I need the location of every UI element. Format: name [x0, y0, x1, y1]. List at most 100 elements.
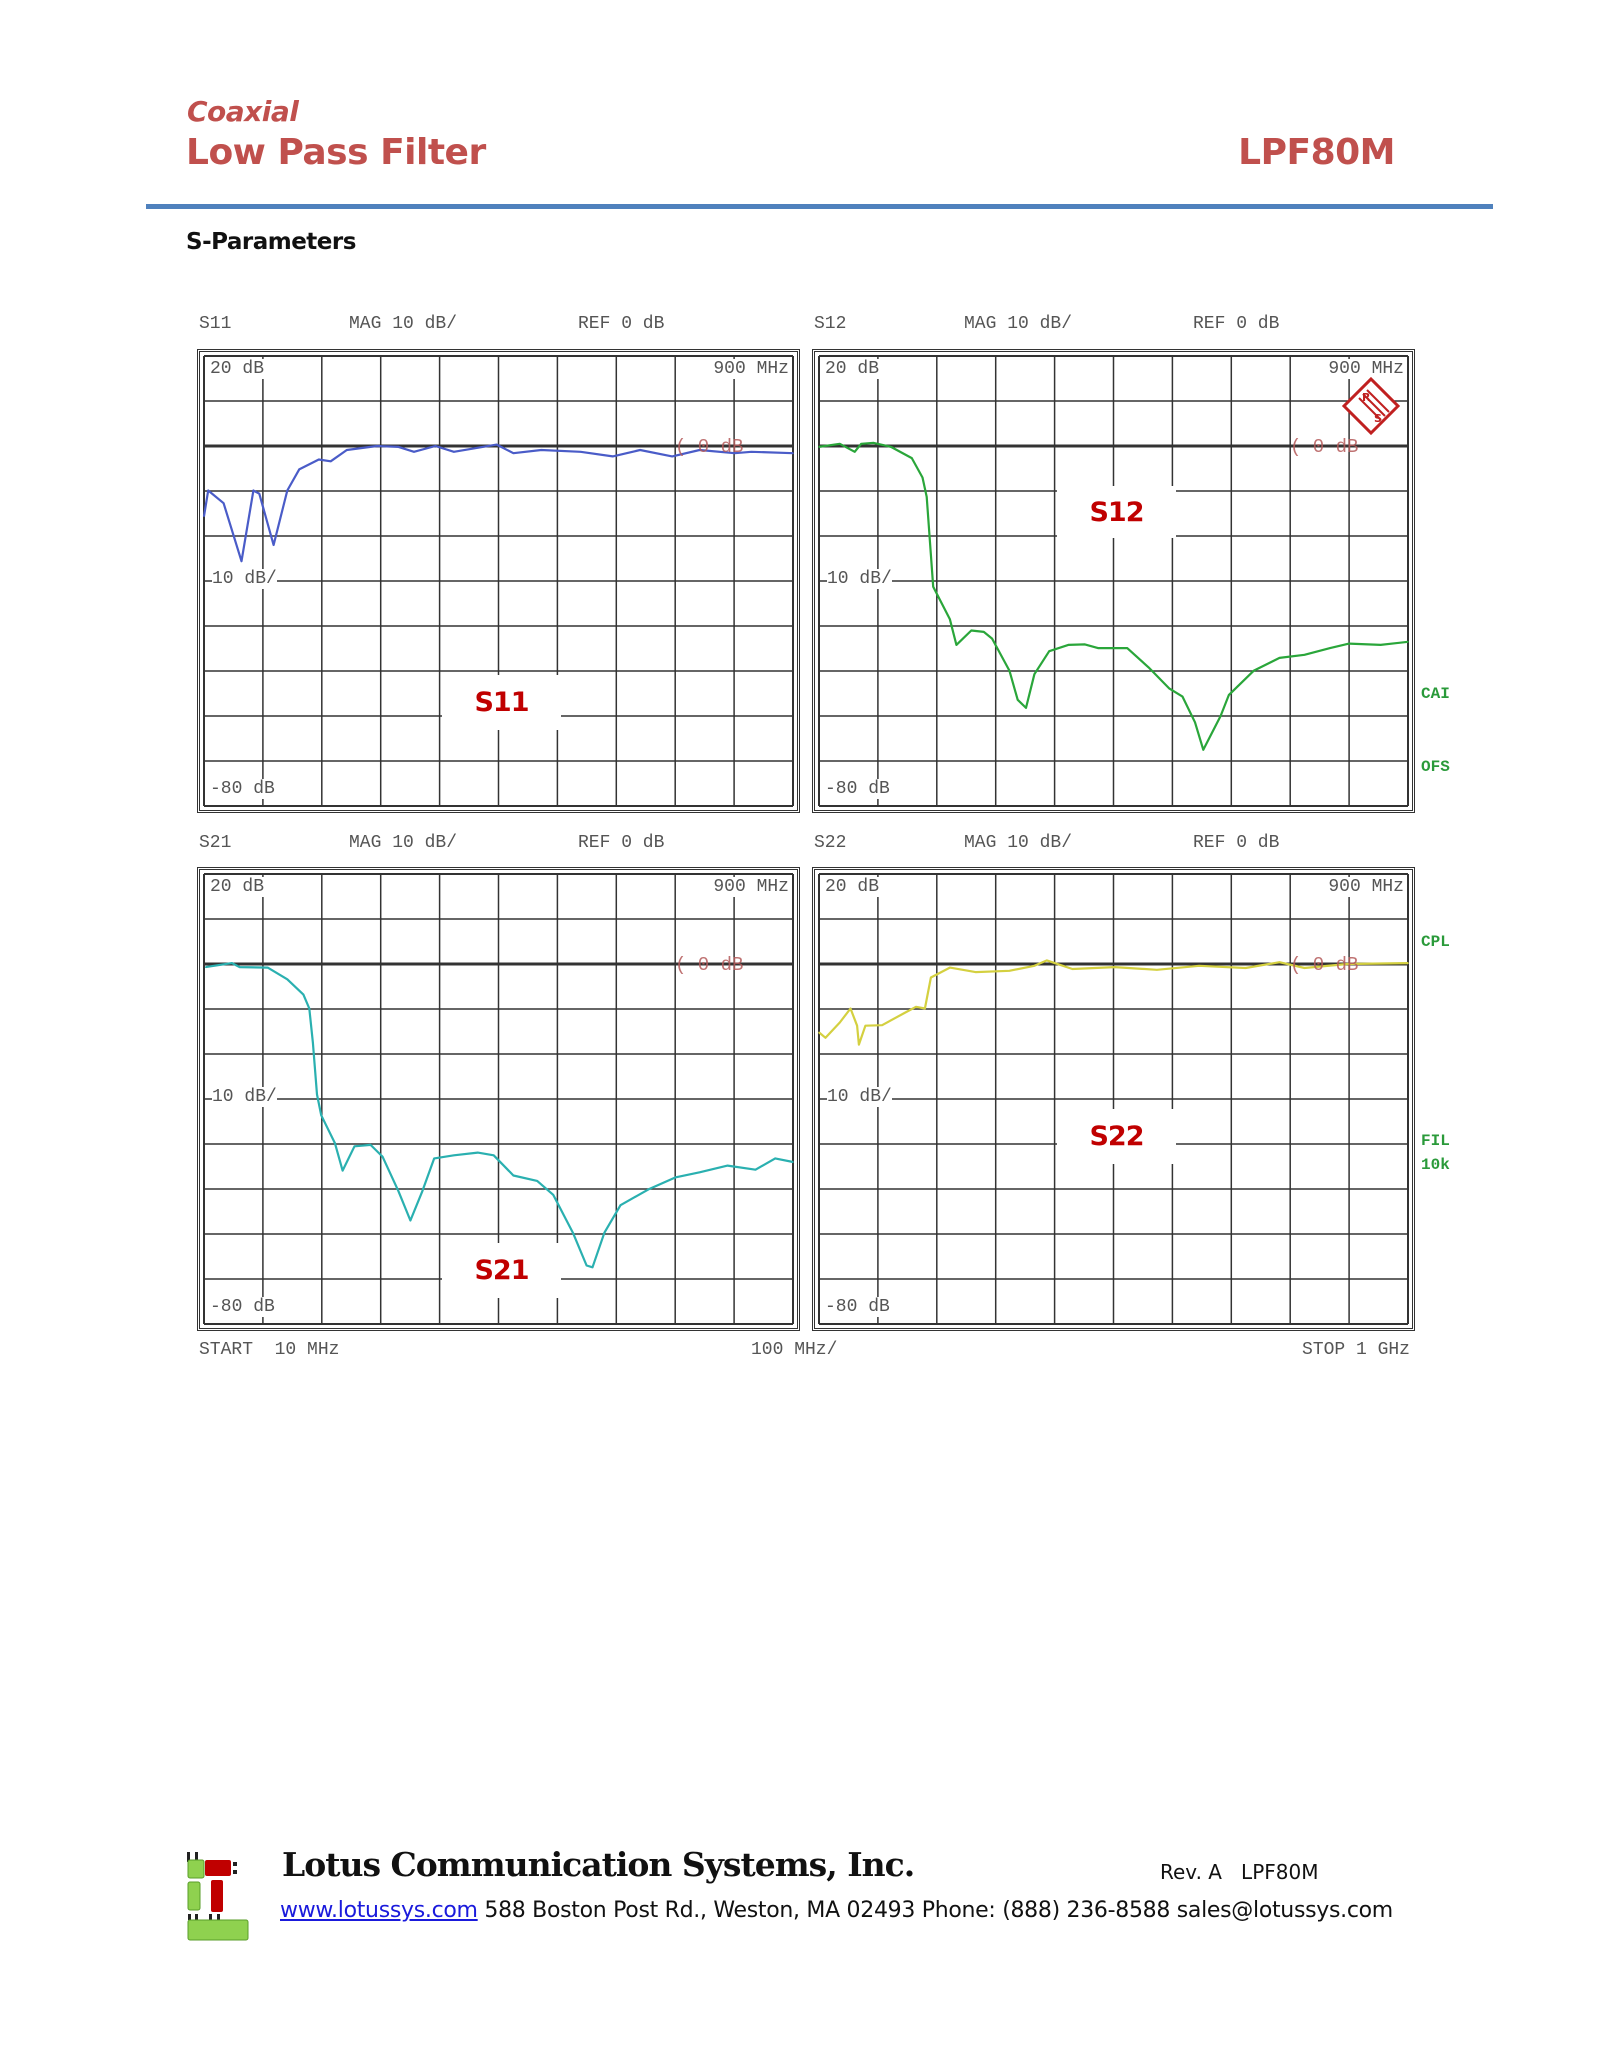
data-point: [512, 1174, 515, 1177]
data-point: [369, 1144, 372, 1146]
data-point: [1008, 669, 1011, 672]
page-title: Low Pass Filter: [186, 132, 486, 173]
data-point: [453, 451, 455, 453]
data-point: [925, 496, 928, 498]
ref-label: REF 0 dB: [578, 833, 665, 853]
data-point: [818, 1031, 820, 1034]
data-point: [231, 962, 233, 964]
chart-s22: 20 dB 900 MHz 10 dB/ -80 dB ( 0 dB S22: [812, 867, 1415, 1331]
data-point: [824, 1037, 827, 1039]
data-point: [726, 1164, 729, 1167]
reference-marker: ( 0 dB: [675, 954, 744, 976]
data-point: [1113, 966, 1116, 968]
header-divider: [146, 204, 1493, 209]
bottom-scale-label: -80 dB: [825, 1297, 890, 1317]
website-link[interactable]: www.lotussys.com: [280, 1898, 478, 1923]
data-point: [671, 455, 674, 458]
stop-frequency: STOP 1 GHz: [1301, 1340, 1410, 1360]
data-point: [750, 451, 753, 453]
data-point: [397, 1190, 400, 1193]
data-point: [1407, 962, 1409, 964]
data-point: [853, 451, 856, 453]
data-point: [409, 1219, 412, 1222]
data-point: [1194, 721, 1196, 724]
data-point: [915, 1005, 917, 1008]
data-point: [536, 1180, 538, 1182]
param-label: S11: [199, 314, 232, 334]
data-point: [433, 1157, 436, 1160]
data-point: [619, 1204, 622, 1206]
data-point: [334, 1142, 336, 1144]
data-point: [603, 1231, 606, 1234]
data-point: [792, 1161, 794, 1163]
data-point: [991, 637, 993, 640]
data-point: [495, 443, 498, 446]
data-point: [318, 458, 320, 461]
scale-per-div: 10 dB/: [212, 1087, 277, 1107]
marker-frequency: 900 MHz: [1328, 877, 1404, 897]
data-point: [258, 492, 261, 495]
mag-label: MAG 10 dB/: [349, 833, 458, 853]
side-label-fil: FIL: [1421, 1132, 1450, 1150]
data-point: [1348, 642, 1350, 645]
data-point: [1016, 699, 1019, 701]
data-point: [1379, 644, 1382, 646]
data-point: [376, 445, 378, 447]
data-point: [930, 554, 932, 556]
marker-frequency: 900 MHz: [713, 877, 789, 897]
data-point: [881, 1024, 883, 1026]
trace-s22: [818, 959, 1409, 1046]
data-point: [921, 476, 924, 479]
top-scale-label: 20 dB: [210, 359, 265, 379]
bottom-scale-label: -80 dB: [825, 779, 890, 799]
data-point: [839, 442, 841, 445]
data-point: [911, 457, 913, 459]
data-point: [1407, 640, 1409, 643]
trace-label: S21: [442, 1243, 561, 1298]
data-point: [818, 446, 820, 448]
data-point: [1219, 715, 1222, 717]
data-point: [552, 1194, 555, 1196]
data-point: [872, 442, 875, 444]
data-point: [266, 966, 269, 969]
data-point: [1033, 673, 1036, 675]
data-point: [1033, 965, 1036, 967]
data-point: [585, 1264, 588, 1267]
data-point: [1198, 965, 1200, 967]
top-scale-label: 20 dB: [825, 877, 880, 897]
revision-label: Rev. A LPF80M: [1160, 1860, 1319, 1884]
data-point: [1097, 647, 1099, 649]
data-point: [320, 1114, 323, 1116]
data-point: [698, 1171, 701, 1174]
data-point: [949, 618, 951, 621]
data-point: [849, 1007, 852, 1010]
trace-label: S11: [442, 675, 561, 730]
data-point: [1048, 650, 1051, 652]
svg-text:S: S: [1374, 412, 1382, 425]
rohde-schwarz-logo-icon: R S: [1341, 376, 1401, 436]
section-title: S-Parameters: [186, 229, 356, 255]
data-point: [1253, 669, 1255, 672]
data-point: [1278, 657, 1281, 659]
data-point: [858, 1043, 860, 1046]
data-point: [1147, 666, 1150, 669]
data-point: [974, 971, 977, 973]
data-point: [345, 449, 348, 451]
data-point: [1181, 695, 1184, 698]
data-point: [955, 644, 958, 646]
data-point: [272, 544, 275, 546]
data-point: [1303, 967, 1306, 969]
side-label-cpl: CPL: [1421, 933, 1450, 951]
data-point: [1202, 748, 1205, 751]
bottom-scale-label: -80 dB: [210, 1297, 275, 1317]
data-point: [1025, 707, 1027, 709]
data-point: [512, 452, 515, 454]
svg-text:R: R: [1362, 391, 1371, 404]
param-label: S22: [814, 833, 847, 853]
data-point: [1303, 654, 1306, 656]
side-label-ofs: OFS: [1421, 758, 1450, 776]
chart-s12: 20 dB 900 MHz 10 dB/ -80 dB ( 0 dB S12 R…: [812, 349, 1415, 813]
data-point: [864, 1024, 867, 1027]
data-point: [316, 1093, 318, 1096]
data-point: [1008, 969, 1011, 972]
